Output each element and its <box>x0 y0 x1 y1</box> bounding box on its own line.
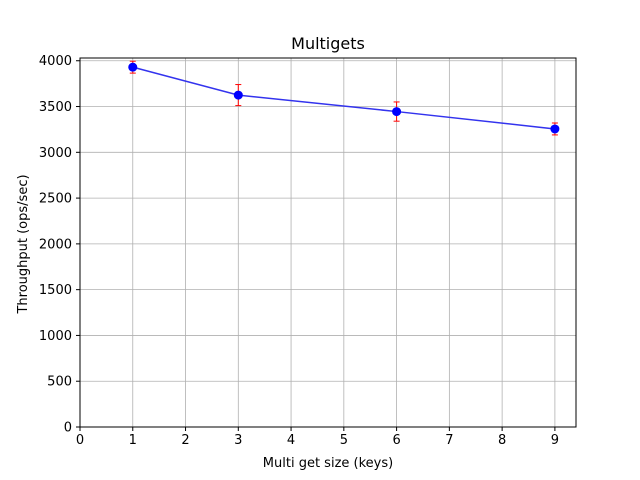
y-tick-label: 0 <box>64 421 72 436</box>
plot-frame <box>79 57 577 428</box>
x-tick-label: 6 <box>392 433 400 448</box>
x-tick-label: 0 <box>76 433 84 448</box>
y-tick-label: 2000 <box>39 237 72 252</box>
y-tick-label: 2500 <box>39 192 72 207</box>
y-tick-label: 500 <box>47 375 72 390</box>
series-line <box>132 66 555 130</box>
data-point <box>550 124 560 134</box>
y-tick-label: 1000 <box>39 329 72 344</box>
chart-title: Multigets <box>291 34 365 53</box>
x-axis: 0 1 2 3 4 5 6 7 8 9 <box>76 427 559 448</box>
data-point <box>128 62 138 72</box>
x-tick-label: 7 <box>445 433 453 448</box>
x-axis-label: Multi get size (keys) <box>263 456 393 471</box>
x-tick-label: 3 <box>234 433 242 448</box>
series-layer <box>128 60 560 136</box>
x-tick-label: 9 <box>551 433 559 448</box>
x-tick-label: 2 <box>181 433 189 448</box>
x-tick-label: 8 <box>498 433 506 448</box>
y-tick-label: 3000 <box>39 146 72 161</box>
y-tick-label: 4000 <box>39 54 72 69</box>
y-axis: 0 500 1000 1500 2000 2500 3000 3500 4000 <box>39 54 80 436</box>
x-tick-label: 1 <box>129 433 137 448</box>
x-tick-label: 5 <box>340 433 348 448</box>
y-tick-label: 3500 <box>39 100 72 115</box>
data-point <box>233 90 243 100</box>
x-tick-label: 4 <box>287 433 295 448</box>
y-axis-label: Throughput (ops/sec) <box>16 174 31 314</box>
y-tick-label: 1500 <box>39 283 72 298</box>
data-point <box>392 107 402 117</box>
